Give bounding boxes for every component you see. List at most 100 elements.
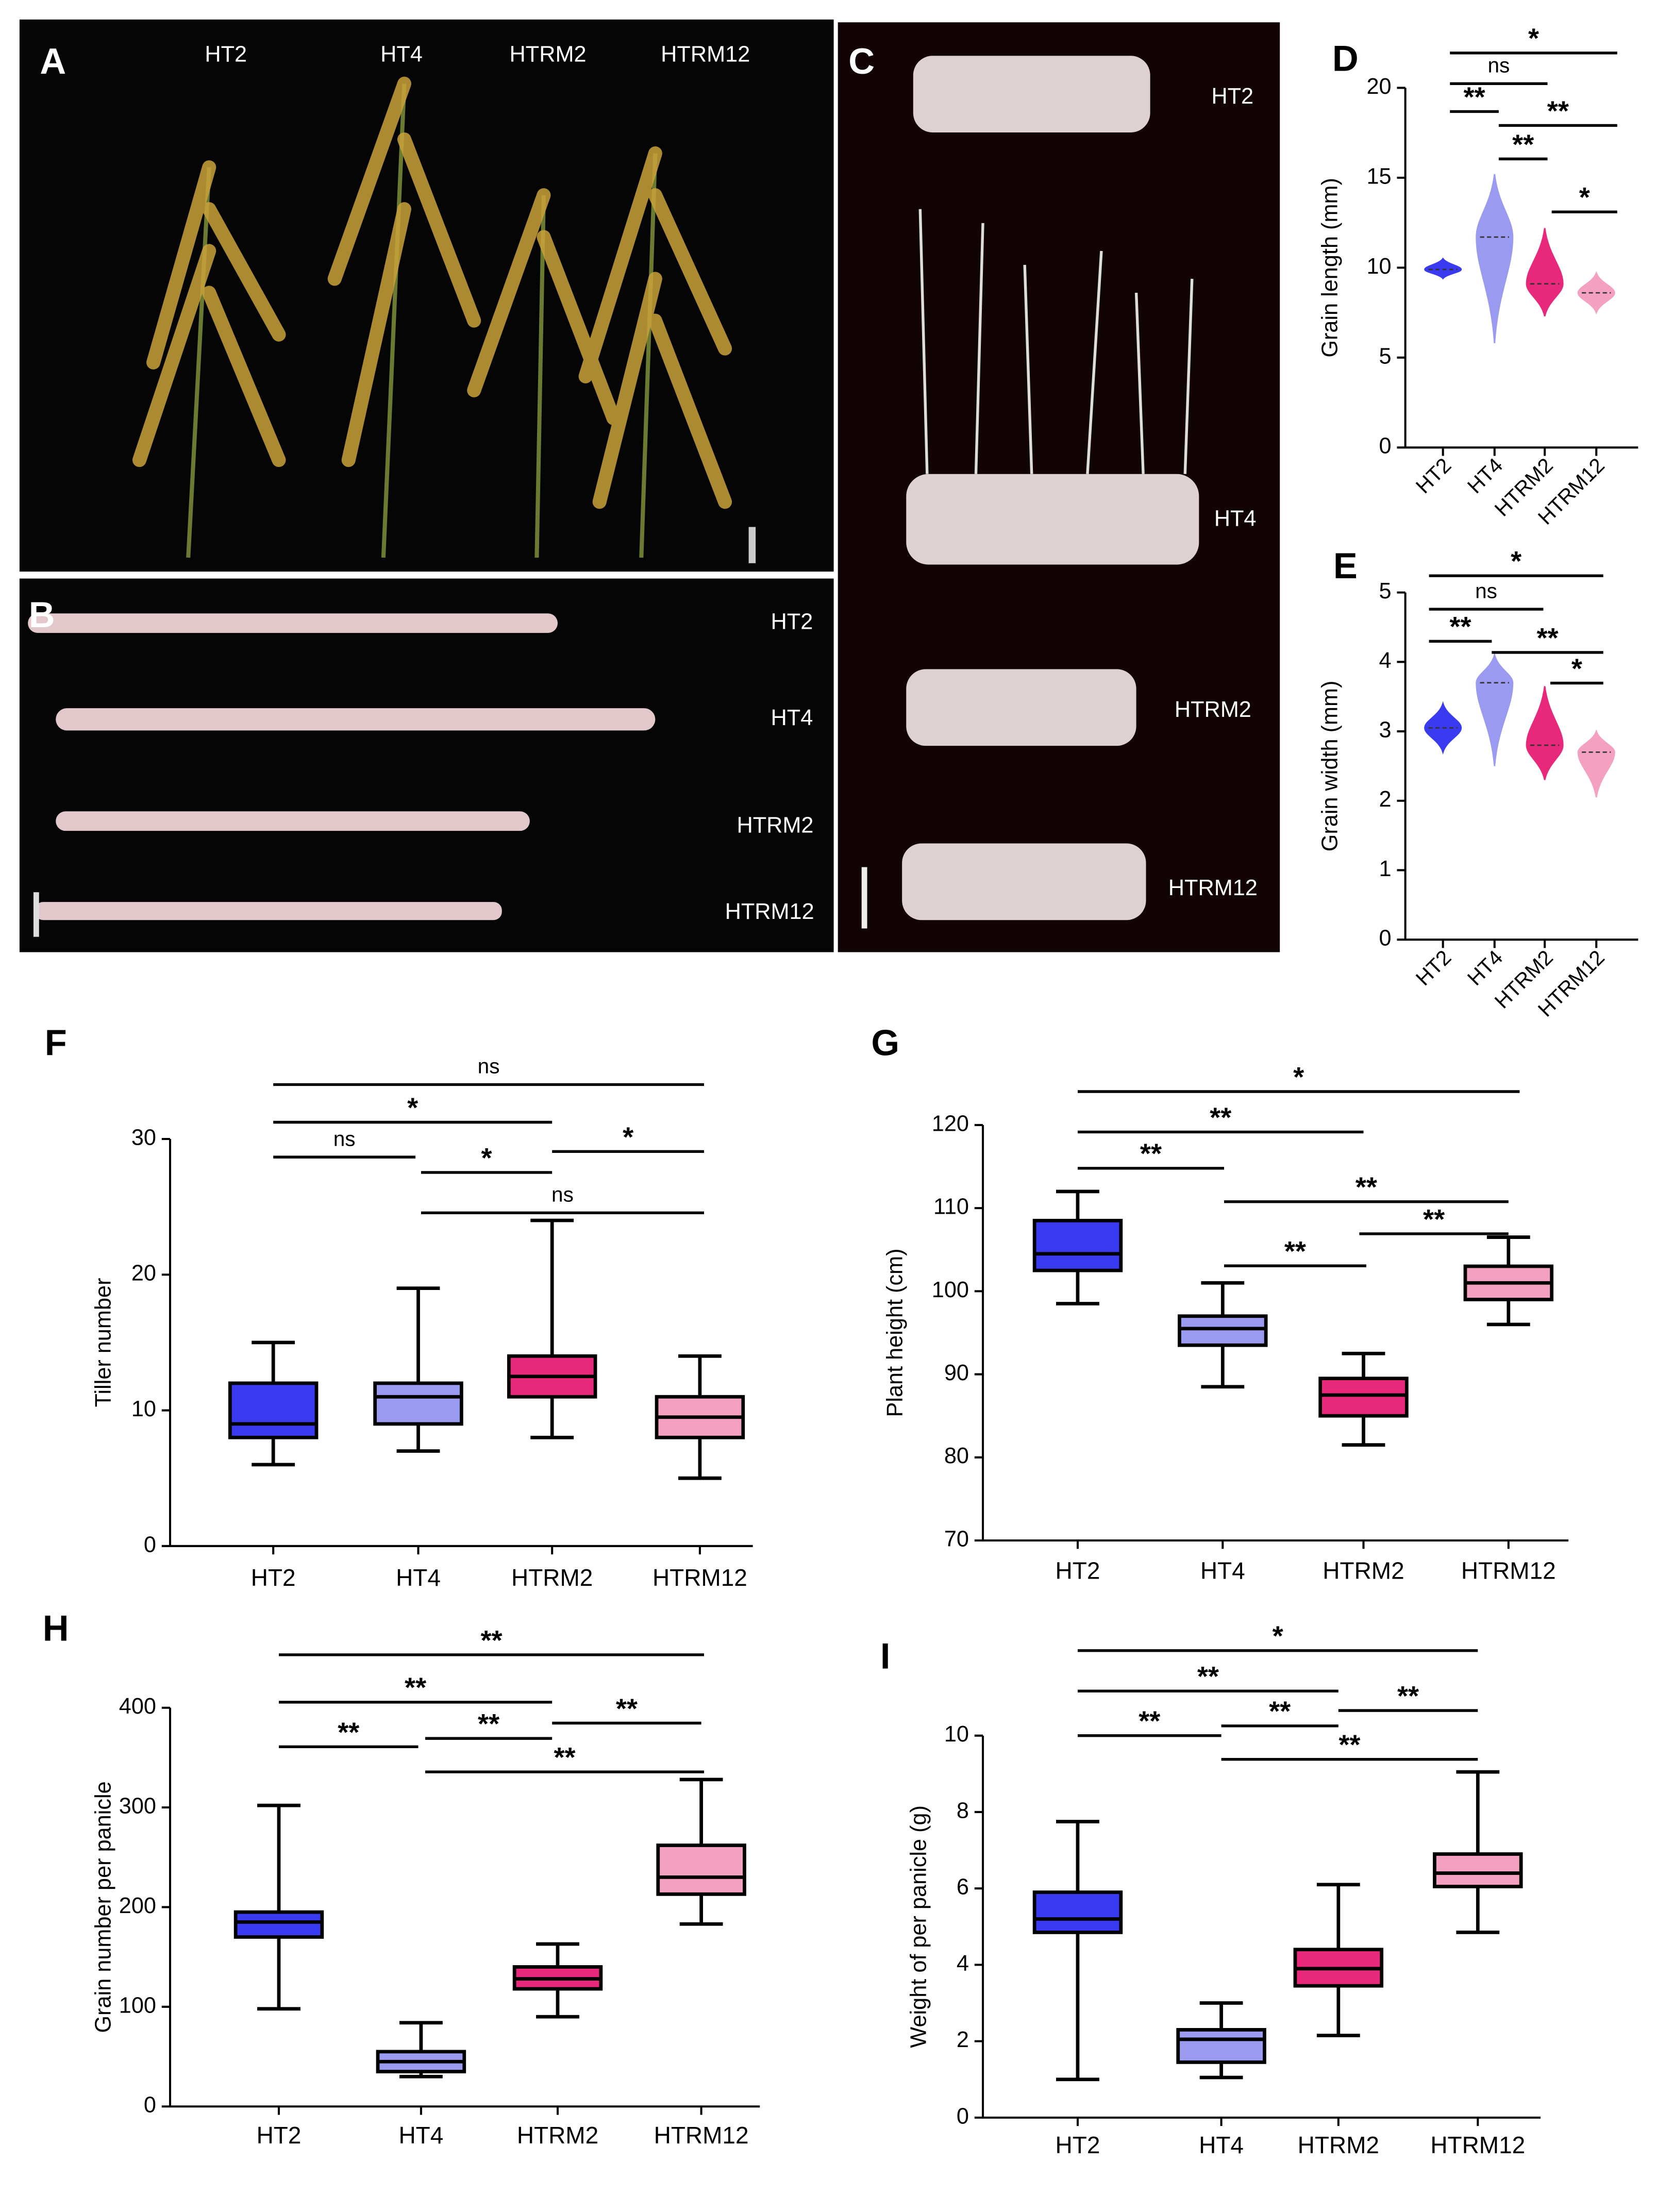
y-tick-label: 400: [119, 1694, 156, 1719]
awns: [918, 209, 1194, 474]
y-axis-label: Tiller number: [91, 1278, 115, 1407]
y-axis-label: Plant height (cm): [883, 1248, 908, 1417]
y-tick-label: 0: [144, 2093, 156, 2118]
significance-label: **: [1449, 611, 1471, 642]
significance-label: *: [623, 1121, 633, 1152]
photo-background: [19, 19, 834, 572]
y-tick-label: 3: [1379, 717, 1392, 742]
y-tick-label: 0: [1379, 926, 1392, 951]
violin: [1476, 174, 1514, 344]
y-tick-label: 20: [1366, 74, 1391, 99]
significance-label: **: [1423, 1204, 1445, 1235]
chart-F: F Tiller number 0 10 20 30 HT2 HT4 HTRM2 HTRM12 ns…: [45, 1022, 753, 1591]
significance-label: **: [405, 1672, 426, 1703]
significance-label: *: [1571, 653, 1582, 684]
significance-label: *: [1293, 1062, 1304, 1093]
violin: [1526, 228, 1564, 316]
y-axis-label: Grain length (mm): [1318, 178, 1343, 358]
photo-caption: HT4: [380, 42, 423, 67]
significance-label: **: [1512, 129, 1534, 160]
y-tick-label: 120: [932, 1111, 969, 1136]
grain-rows: [902, 56, 1199, 920]
y-tick-label: 1: [1379, 857, 1392, 881]
y-tick-label: 20: [131, 1261, 156, 1286]
y-tick-label: 100: [932, 1278, 969, 1302]
significance-label: **: [338, 1717, 359, 1748]
significance-label: *: [1579, 182, 1590, 213]
y-tick-label: 5: [1379, 344, 1392, 368]
y-axis-label: Grain width (mm): [1318, 681, 1343, 852]
significance-label: **: [1356, 1172, 1377, 1203]
box: [373, 1381, 463, 1426]
y-tick-label: 0: [957, 2104, 969, 2129]
box: [228, 1381, 319, 1439]
significance-label: ns: [1475, 579, 1497, 602]
chart-G: G Plant height (cm) 70 80 90 100 110 120 HT2 HT4 H…: [871, 1022, 1569, 1584]
x-tick-label: HTRM12: [1430, 2132, 1525, 2158]
x-tick-label: HT2: [1056, 2132, 1100, 2158]
significance-label: **: [616, 1693, 638, 1724]
box: [1032, 1890, 1123, 1934]
y-tick-label: 100: [119, 1993, 156, 2018]
photo-c: [838, 22, 1280, 952]
violin: [1526, 686, 1564, 780]
y-tick-label: 10: [944, 1722, 969, 1747]
scale-bar: [748, 527, 756, 563]
photo-caption: HTRM12: [1168, 876, 1258, 900]
photo-caption: HT2: [1211, 84, 1253, 109]
x-tick-label: HTRM2: [1323, 1557, 1404, 1584]
box: [1032, 1218, 1123, 1272]
panel-letter: H: [43, 1607, 69, 1648]
y-tick-label: 5: [1379, 579, 1392, 604]
y-axis-label: Grain number per panicle: [91, 1781, 115, 2033]
violin: [1424, 257, 1462, 280]
significance-label: **: [480, 1625, 502, 1656]
photo-caption: HTRM2: [510, 42, 587, 67]
photo-caption: HTRM2: [1175, 697, 1251, 722]
y-tick-label: 300: [119, 1794, 156, 1818]
significance-label: *: [1273, 1621, 1283, 1652]
significance-label: ns: [1487, 54, 1510, 77]
photo-caption: HT2: [205, 42, 247, 67]
photo-caption: HT2: [771, 610, 813, 634]
photo-background: [19, 578, 834, 952]
y-axis-label: Weight of per panicle (g): [907, 1805, 931, 2048]
y-tick-label: 2: [1379, 787, 1392, 812]
significance-label: **: [1397, 1681, 1419, 1712]
y-tick-label: 2: [957, 2027, 969, 2052]
panel-letter: E: [1333, 545, 1358, 586]
scale-bar: [861, 867, 867, 929]
significance-label: **: [478, 1708, 499, 1739]
significance-label: **: [1139, 1706, 1160, 1737]
x-tick-label: HT4: [1200, 1557, 1245, 1584]
significance-label: **: [1284, 1236, 1306, 1267]
significance-label: **: [1547, 95, 1569, 126]
x-tick-label: HT2: [257, 2122, 302, 2149]
significance-label: *: [1528, 23, 1539, 54]
box: [1433, 1852, 1523, 1888]
x-tick-label: HT2: [251, 1564, 296, 1591]
chart-H: H Grain number per panicle 0 100 200 300 400 HT…: [43, 1607, 760, 2149]
significance-label: *: [481, 1143, 492, 1174]
photo-b: [19, 578, 834, 952]
significance-label: **: [1463, 81, 1485, 112]
box: [1318, 1377, 1409, 1418]
y-tick-label: 10: [131, 1397, 156, 1421]
panel-letter: D: [1332, 38, 1359, 79]
significance-label: **: [1210, 1102, 1231, 1133]
y-tick-label: 10: [1366, 254, 1391, 279]
photo-a: [19, 19, 834, 572]
x-tick-label: HT4: [1199, 2132, 1244, 2158]
y-tick-label: 80: [944, 1444, 969, 1468]
y-tick-label: 6: [957, 1875, 969, 1900]
photo-caption: HT4: [771, 706, 813, 730]
box: [1176, 2028, 1266, 2064]
panel-letter: B: [29, 594, 55, 635]
y-tick-label: 0: [1379, 434, 1392, 459]
y-tick-label: 70: [944, 1527, 969, 1551]
significance-label: **: [554, 1742, 575, 1773]
significance-label: **: [1197, 1661, 1219, 1692]
significance-label: **: [1269, 1696, 1291, 1727]
